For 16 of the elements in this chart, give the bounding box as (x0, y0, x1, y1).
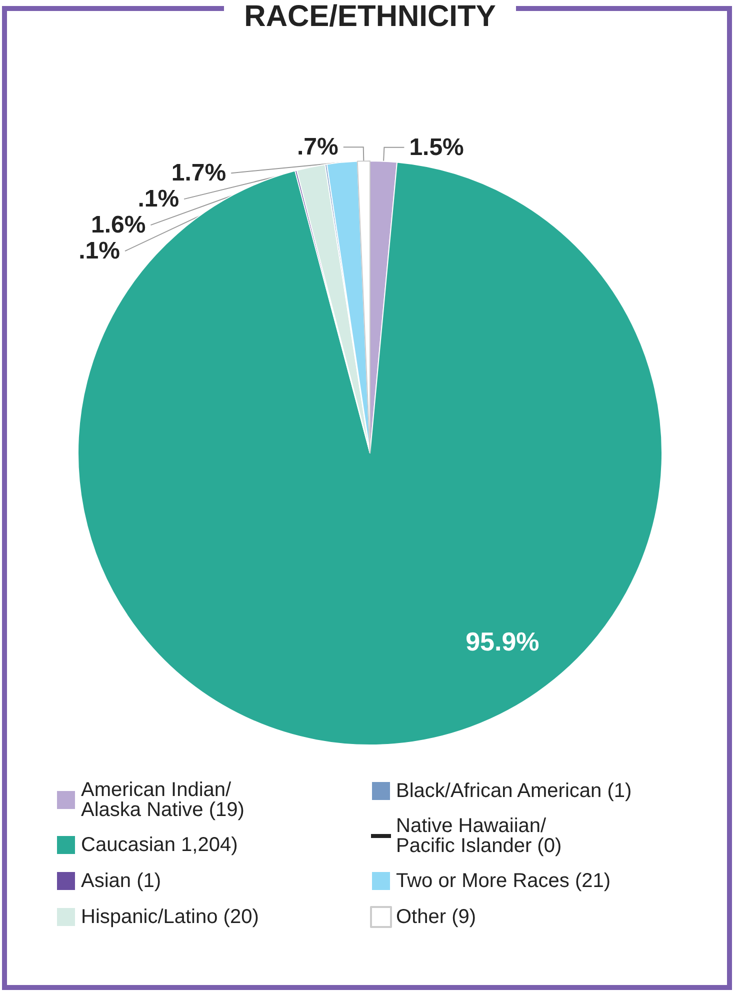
legend-label: Two or More Races (21) (396, 870, 611, 892)
data-label: 1.5% (409, 134, 464, 161)
data-label: .1% (78, 238, 120, 265)
legend-label: Other (9) (396, 906, 476, 928)
data-label: 1.6% (91, 212, 146, 239)
data-label: 95.9% (466, 626, 540, 656)
legend-label: Caucasian 1,204) (81, 834, 238, 856)
legend-label: Hispanic/Latino (20) (81, 906, 259, 928)
legend-label: Native Hawaiian/ Pacific Islander (0) (396, 815, 562, 857)
chart-title: RACE/ETHNICITY (224, 0, 516, 33)
legend-label: American Indian/ Alaska Native (19) (81, 779, 244, 821)
data-label: 1.7% (171, 160, 226, 187)
legend-label: Asian (1) (81, 870, 162, 892)
legend-label: Black/African American (1) (396, 780, 632, 802)
data-label: .1% (138, 186, 180, 213)
data-label: .7% (297, 134, 338, 161)
